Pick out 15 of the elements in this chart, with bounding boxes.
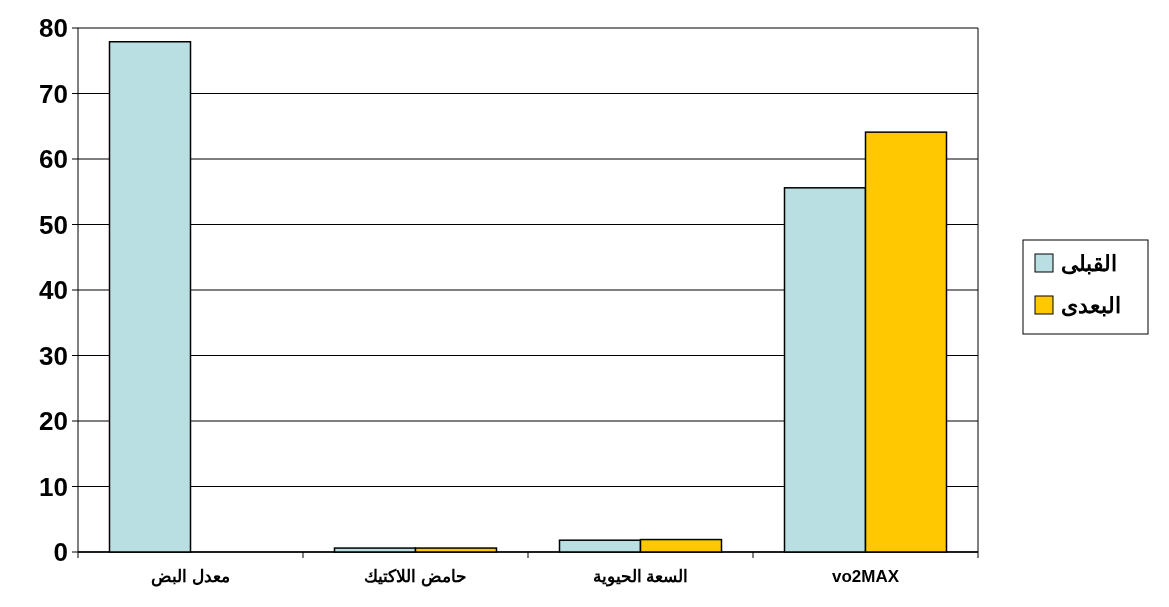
y-tick-label: 70 xyxy=(39,78,68,109)
x-tick-label: vo2MAX xyxy=(831,567,900,586)
legend-label: البعدى xyxy=(1061,292,1121,318)
y-tick-label: 30 xyxy=(39,340,68,371)
x-tick-label: السعة الحيوية xyxy=(592,567,689,587)
y-tick-label: 0 xyxy=(53,537,68,568)
y-tick-label: 40 xyxy=(39,275,68,306)
legend-label: القبلى xyxy=(1061,250,1117,276)
x-tick-label: معدل البض xyxy=(151,567,230,587)
x-tick-label: حامض اللاكتيك xyxy=(364,567,467,587)
y-tick-label: 20 xyxy=(39,406,68,437)
y-tick-label: 50 xyxy=(39,209,68,240)
y-tick-label: 10 xyxy=(39,471,68,502)
y-tick-label: 80 xyxy=(39,13,68,44)
y-tick-label: 60 xyxy=(39,144,68,175)
